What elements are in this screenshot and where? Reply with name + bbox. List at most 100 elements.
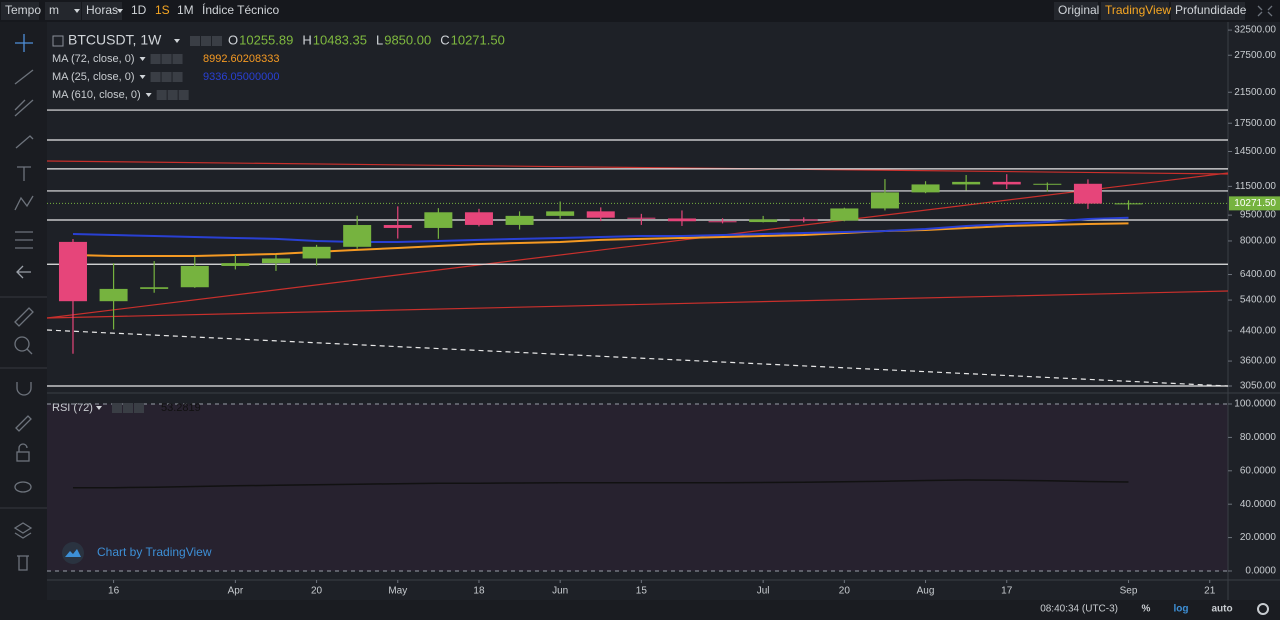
toolbar-item[interactable]: 1M xyxy=(177,3,194,17)
legend-button[interactable] xyxy=(150,72,161,82)
clock: 08:40:34 (UTC-3) xyxy=(1040,604,1118,615)
legend-button[interactable] xyxy=(112,403,122,413)
y-tick-label: 14500.00 xyxy=(1234,146,1276,157)
ma-legend-name: MA (25, close, 0) xyxy=(52,71,135,83)
toolbar-item[interactable]: Original xyxy=(1058,3,1099,17)
x-tick-label: Jun xyxy=(552,586,568,597)
candle-body xyxy=(708,221,737,223)
dropdown-arrow xyxy=(96,406,102,410)
toolbar-item[interactable]: 1S xyxy=(155,3,170,17)
candle-body xyxy=(992,181,1021,185)
status-item[interactable]: log xyxy=(1174,604,1189,615)
y-tick-label: 3050.00 xyxy=(1240,381,1277,392)
toolbar-item[interactable]: 1D xyxy=(131,3,147,17)
watermark-icon xyxy=(62,542,84,564)
ohlc-value: 10271.50 xyxy=(451,32,505,47)
status-item[interactable]: auto xyxy=(1211,604,1232,615)
legend-button[interactable] xyxy=(123,403,133,413)
legend-button[interactable] xyxy=(161,72,172,82)
candle-body xyxy=(261,258,290,264)
candle-body xyxy=(830,208,859,221)
toolbar-item[interactable]: m xyxy=(49,3,59,17)
ohlc-value: 10483.35 xyxy=(313,32,367,47)
candle-body xyxy=(180,265,209,288)
legend-button[interactable] xyxy=(150,54,161,64)
candle-body xyxy=(1073,183,1102,204)
x-tick-label: Sep xyxy=(1120,586,1138,597)
y-tick-label: 80.0000 xyxy=(1240,432,1277,443)
y-tick-label: 5400.00 xyxy=(1240,295,1277,306)
candle-body xyxy=(749,219,778,223)
last-price-box xyxy=(1229,196,1280,211)
toolbar-item[interactable]: Índice Técnico xyxy=(202,2,279,17)
x-tick-label: Aug xyxy=(917,586,935,597)
legend-button[interactable] xyxy=(134,403,144,413)
status-item[interactable]: % xyxy=(1142,604,1151,615)
candle-body xyxy=(789,219,818,221)
legend-button[interactable] xyxy=(212,36,222,46)
y-tick-label: 4400.00 xyxy=(1240,326,1277,337)
toolbar-box xyxy=(1101,2,1169,20)
ma-legend-name: MA (610, close, 0) xyxy=(52,89,141,101)
toolbar-item[interactable]: Profundidade xyxy=(1175,3,1247,17)
toolbar-item[interactable]: TradingView xyxy=(1105,3,1171,17)
y-tick-label: 60.0000 xyxy=(1240,465,1277,476)
y-tick-label: 8000.00 xyxy=(1240,236,1277,247)
ma-legend-value: 8992.60208333 xyxy=(203,53,279,65)
candle-body xyxy=(546,211,575,216)
candle-body xyxy=(1033,183,1062,185)
toolbar-item[interactable]: Tempo xyxy=(5,3,41,17)
legend-button[interactable] xyxy=(161,54,172,64)
legend-button[interactable] xyxy=(201,36,211,46)
legend-button[interactable] xyxy=(172,54,183,64)
y-tick-label: 40.0000 xyxy=(1240,499,1277,510)
dropdown-arrow xyxy=(174,39,180,43)
ohlc-key: H xyxy=(302,32,311,47)
x-tick-label: 20 xyxy=(839,586,851,597)
x-tick-label: Apr xyxy=(228,586,244,597)
candle-body xyxy=(1114,203,1143,205)
candle-body xyxy=(302,246,331,259)
ma-line xyxy=(72,222,1129,257)
toolbar-box xyxy=(45,2,81,20)
candle-body xyxy=(343,225,372,247)
dropdown-arrow xyxy=(117,9,123,13)
toolbar-box xyxy=(1171,2,1245,20)
toolbar-item[interactable]: Horas xyxy=(86,3,118,17)
legend-button[interactable] xyxy=(178,90,189,100)
settings-icon[interactable] xyxy=(1257,603,1269,615)
legend-button[interactable] xyxy=(167,90,178,100)
last-price-label: 10271.50 xyxy=(1234,198,1276,209)
ohlc-key: O xyxy=(228,32,238,47)
symbol-title: BTCUSDT, 1W xyxy=(68,32,162,48)
y-tick-label: 11500.00 xyxy=(1235,181,1276,192)
rsi-line xyxy=(72,479,1129,489)
sidebar-icons xyxy=(0,34,47,571)
drawings xyxy=(46,160,1229,387)
candle-body xyxy=(586,211,615,218)
watermark: Chart by TradingView xyxy=(97,545,212,559)
legend-button[interactable] xyxy=(172,72,183,82)
x-tick-label: 20 xyxy=(311,586,323,597)
dropdown-arrow xyxy=(139,57,146,61)
candle-body xyxy=(505,215,534,225)
toolbar-box xyxy=(1054,2,1098,20)
ma-legend-value: 9336.05000000 xyxy=(203,71,279,83)
candle-body xyxy=(99,288,128,302)
symbol-icon xyxy=(52,35,64,47)
ohlc-key: C xyxy=(440,32,449,47)
x-tick-label: 17 xyxy=(1001,586,1013,597)
dropdown-arrow xyxy=(145,93,152,97)
legend-button[interactable] xyxy=(156,90,167,100)
ohlc-value: 9850.00 xyxy=(384,32,431,47)
y-tick-label: 32500.00 xyxy=(1234,25,1276,36)
x-tick-label: 18 xyxy=(473,586,485,597)
legend-button[interactable] xyxy=(190,36,200,46)
candle-body xyxy=(424,212,453,228)
fullscreen-icon[interactable] xyxy=(1257,5,1273,17)
rsi-title: RSI (72) xyxy=(52,402,93,414)
rsi-band xyxy=(47,404,1228,571)
y-tick-label: 9500.00 xyxy=(1240,210,1277,221)
status-bar xyxy=(0,600,1280,620)
